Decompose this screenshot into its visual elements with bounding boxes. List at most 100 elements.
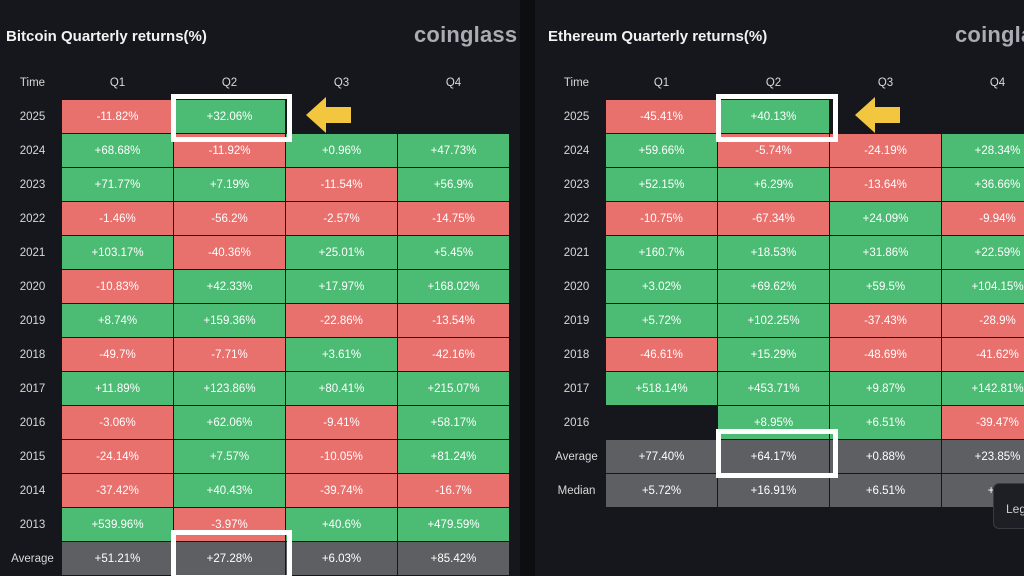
legend-button[interactable]: Leg xyxy=(993,483,1024,529)
return-cell-q2: +40.13% xyxy=(718,100,830,134)
return-cell-q2: +102.25% xyxy=(718,304,830,338)
return-cell-q4: -28.9% xyxy=(942,304,1024,338)
return-cell-q4: -14.75% xyxy=(398,202,510,236)
row-label: 2021 xyxy=(4,236,62,270)
column-header-q2: Q2 xyxy=(174,66,286,100)
return-cell-q4 xyxy=(398,100,510,134)
table-row: 2020 +3.02% +69.62% +59.5% +104.15% xyxy=(548,270,1024,304)
return-cell-q1: +3.02% xyxy=(606,270,718,304)
return-cell-q4: +56.9% xyxy=(398,168,510,202)
table-row: 2021 +103.17% -40.36% +25.01% +5.45% xyxy=(4,236,510,270)
return-cell-q1: +5.72% xyxy=(606,304,718,338)
return-cell-q3: -22.86% xyxy=(286,304,398,338)
return-cell-q2: -11.92% xyxy=(174,134,286,168)
table-row: Average +51.21% +27.28% +6.03% +85.42% xyxy=(4,542,510,576)
table-row: 2016 -3.06% +62.06% -9.41% +58.17% xyxy=(4,406,510,440)
return-cell-q2: -56.2% xyxy=(174,202,286,236)
return-cell-q3: +31.86% xyxy=(830,236,942,270)
return-cell-q2: +40.43% xyxy=(174,474,286,508)
return-cell-q2: +15.29% xyxy=(718,338,830,372)
row-label: 2018 xyxy=(4,338,62,372)
row-label: 2019 xyxy=(548,304,606,338)
row-label: 2020 xyxy=(4,270,62,304)
return-cell-q3: +59.5% xyxy=(830,270,942,304)
return-cell-q1: -45.41% xyxy=(606,100,718,134)
return-cell-q3: +40.6% xyxy=(286,508,398,542)
return-cell-q2: +453.71% xyxy=(718,372,830,406)
return-cell-q3: +80.41% xyxy=(286,372,398,406)
return-cell-q3: -2.57% xyxy=(286,202,398,236)
return-cell-q4: +47.73% xyxy=(398,134,510,168)
table-row: 2016 +8.95% +6.51% -39.47% xyxy=(548,406,1024,440)
table-row: Average +77.40% +64.17% +0.88% +23.85% xyxy=(548,440,1024,474)
return-cell-q4: +168.02% xyxy=(398,270,510,304)
return-cell-q2: +7.57% xyxy=(174,440,286,474)
column-header-q3: Q3 xyxy=(830,66,942,100)
column-header-q4: Q4 xyxy=(942,66,1024,100)
ethereum-returns-table: Time Q1 Q2 Q3 Q4 2025 -45.41% +40.13% 2024 +59.66… xyxy=(548,66,1024,508)
return-cell-q3: -48.69% xyxy=(830,338,942,372)
return-cell-q4: -13.54% xyxy=(398,304,510,338)
return-cell-q1: +8.74% xyxy=(62,304,174,338)
return-cell-q3 xyxy=(830,100,942,134)
return-cell-q3: +6.51% xyxy=(830,406,942,440)
return-cell-q3: +6.03% xyxy=(286,542,398,576)
return-cell-q1: -46.61% xyxy=(606,338,718,372)
table-row: 2018 -49.7% -7.71% +3.61% -42.16% xyxy=(4,338,510,372)
return-cell-q1: -49.7% xyxy=(62,338,174,372)
return-cell-q3: +3.61% xyxy=(286,338,398,372)
ethereum-title: Ethereum Quarterly returns(%) xyxy=(548,28,768,45)
return-cell-q4 xyxy=(942,100,1024,134)
return-cell-q1: -24.14% xyxy=(62,440,174,474)
return-cell-q1 xyxy=(606,406,718,440)
column-header-time: Time xyxy=(548,66,606,100)
return-cell-q1: +68.68% xyxy=(62,134,174,168)
row-label: 2024 xyxy=(548,134,606,168)
return-cell-q2: +62.06% xyxy=(174,406,286,440)
return-cell-q4: -16.7% xyxy=(398,474,510,508)
return-cell-q4: -39.47% xyxy=(942,406,1024,440)
return-cell-q4: -41.62% xyxy=(942,338,1024,372)
table-row: 2019 +5.72% +102.25% -37.43% -28.9% xyxy=(548,304,1024,338)
table-row: 2025 -45.41% +40.13% xyxy=(548,100,1024,134)
column-header-q1: Q1 xyxy=(62,66,174,100)
table-header-row: Time Q1 Q2 Q3 Q4 xyxy=(548,66,1024,100)
table-row: 2013 +539.96% -3.97% +40.6% +479.59% xyxy=(4,508,510,542)
return-cell-q1: -1.46% xyxy=(62,202,174,236)
row-label: 2022 xyxy=(548,202,606,236)
return-cell-q2: +42.33% xyxy=(174,270,286,304)
row-label: 2017 xyxy=(548,372,606,406)
table-row: 2025 -11.82% +32.06% xyxy=(4,100,510,134)
return-cell-q3: -39.74% xyxy=(286,474,398,508)
return-cell-q1: +11.89% xyxy=(62,372,174,406)
row-label: 2018 xyxy=(548,338,606,372)
table-row: Median+5.72%+16.91%+6.51%+22 xyxy=(548,474,1024,508)
ethereum-panel: Ethereum Quarterly returns(%) coinglass … xyxy=(535,0,1024,576)
return-cell-q4: +58.17% xyxy=(398,406,510,440)
return-cell-q2: +16.91% xyxy=(718,474,830,508)
return-cell-q3: +24.09% xyxy=(830,202,942,236)
return-cell-q3: -11.54% xyxy=(286,168,398,202)
return-cell-q2: +69.62% xyxy=(718,270,830,304)
return-cell-q4: +215.07% xyxy=(398,372,510,406)
return-cell-q3: -9.41% xyxy=(286,406,398,440)
table-row: 2020 -10.83% +42.33% +17.97% +168.02% xyxy=(4,270,510,304)
return-cell-q1: -11.82% xyxy=(62,100,174,134)
row-label: 2013 xyxy=(4,508,62,542)
table-row: 2022 -1.46% -56.2% -2.57% -14.75% xyxy=(4,202,510,236)
table-row: 2019 +8.74% +159.36% -22.86% -13.54% xyxy=(4,304,510,338)
row-label: 2020 xyxy=(548,270,606,304)
table-row: 2023 +52.15% +6.29% -13.64% +36.66% xyxy=(548,168,1024,202)
coinglass-logo: coinglass xyxy=(955,22,1024,47)
row-label: Median xyxy=(548,474,606,508)
column-header-q1: Q1 xyxy=(606,66,718,100)
return-cell-q4: +142.81% xyxy=(942,372,1024,406)
return-cell-q3: -24.19% xyxy=(830,134,942,168)
return-cell-q3: +25.01% xyxy=(286,236,398,270)
return-cell-q3: +9.87% xyxy=(830,372,942,406)
return-cell-q1: +518.14% xyxy=(606,372,718,406)
table-row: 2021 +160.7% +18.53% +31.86% +22.59% xyxy=(548,236,1024,270)
return-cell-q1: -37.42% xyxy=(62,474,174,508)
row-label: 2014 xyxy=(4,474,62,508)
return-cell-q3: +0.88% xyxy=(830,440,942,474)
